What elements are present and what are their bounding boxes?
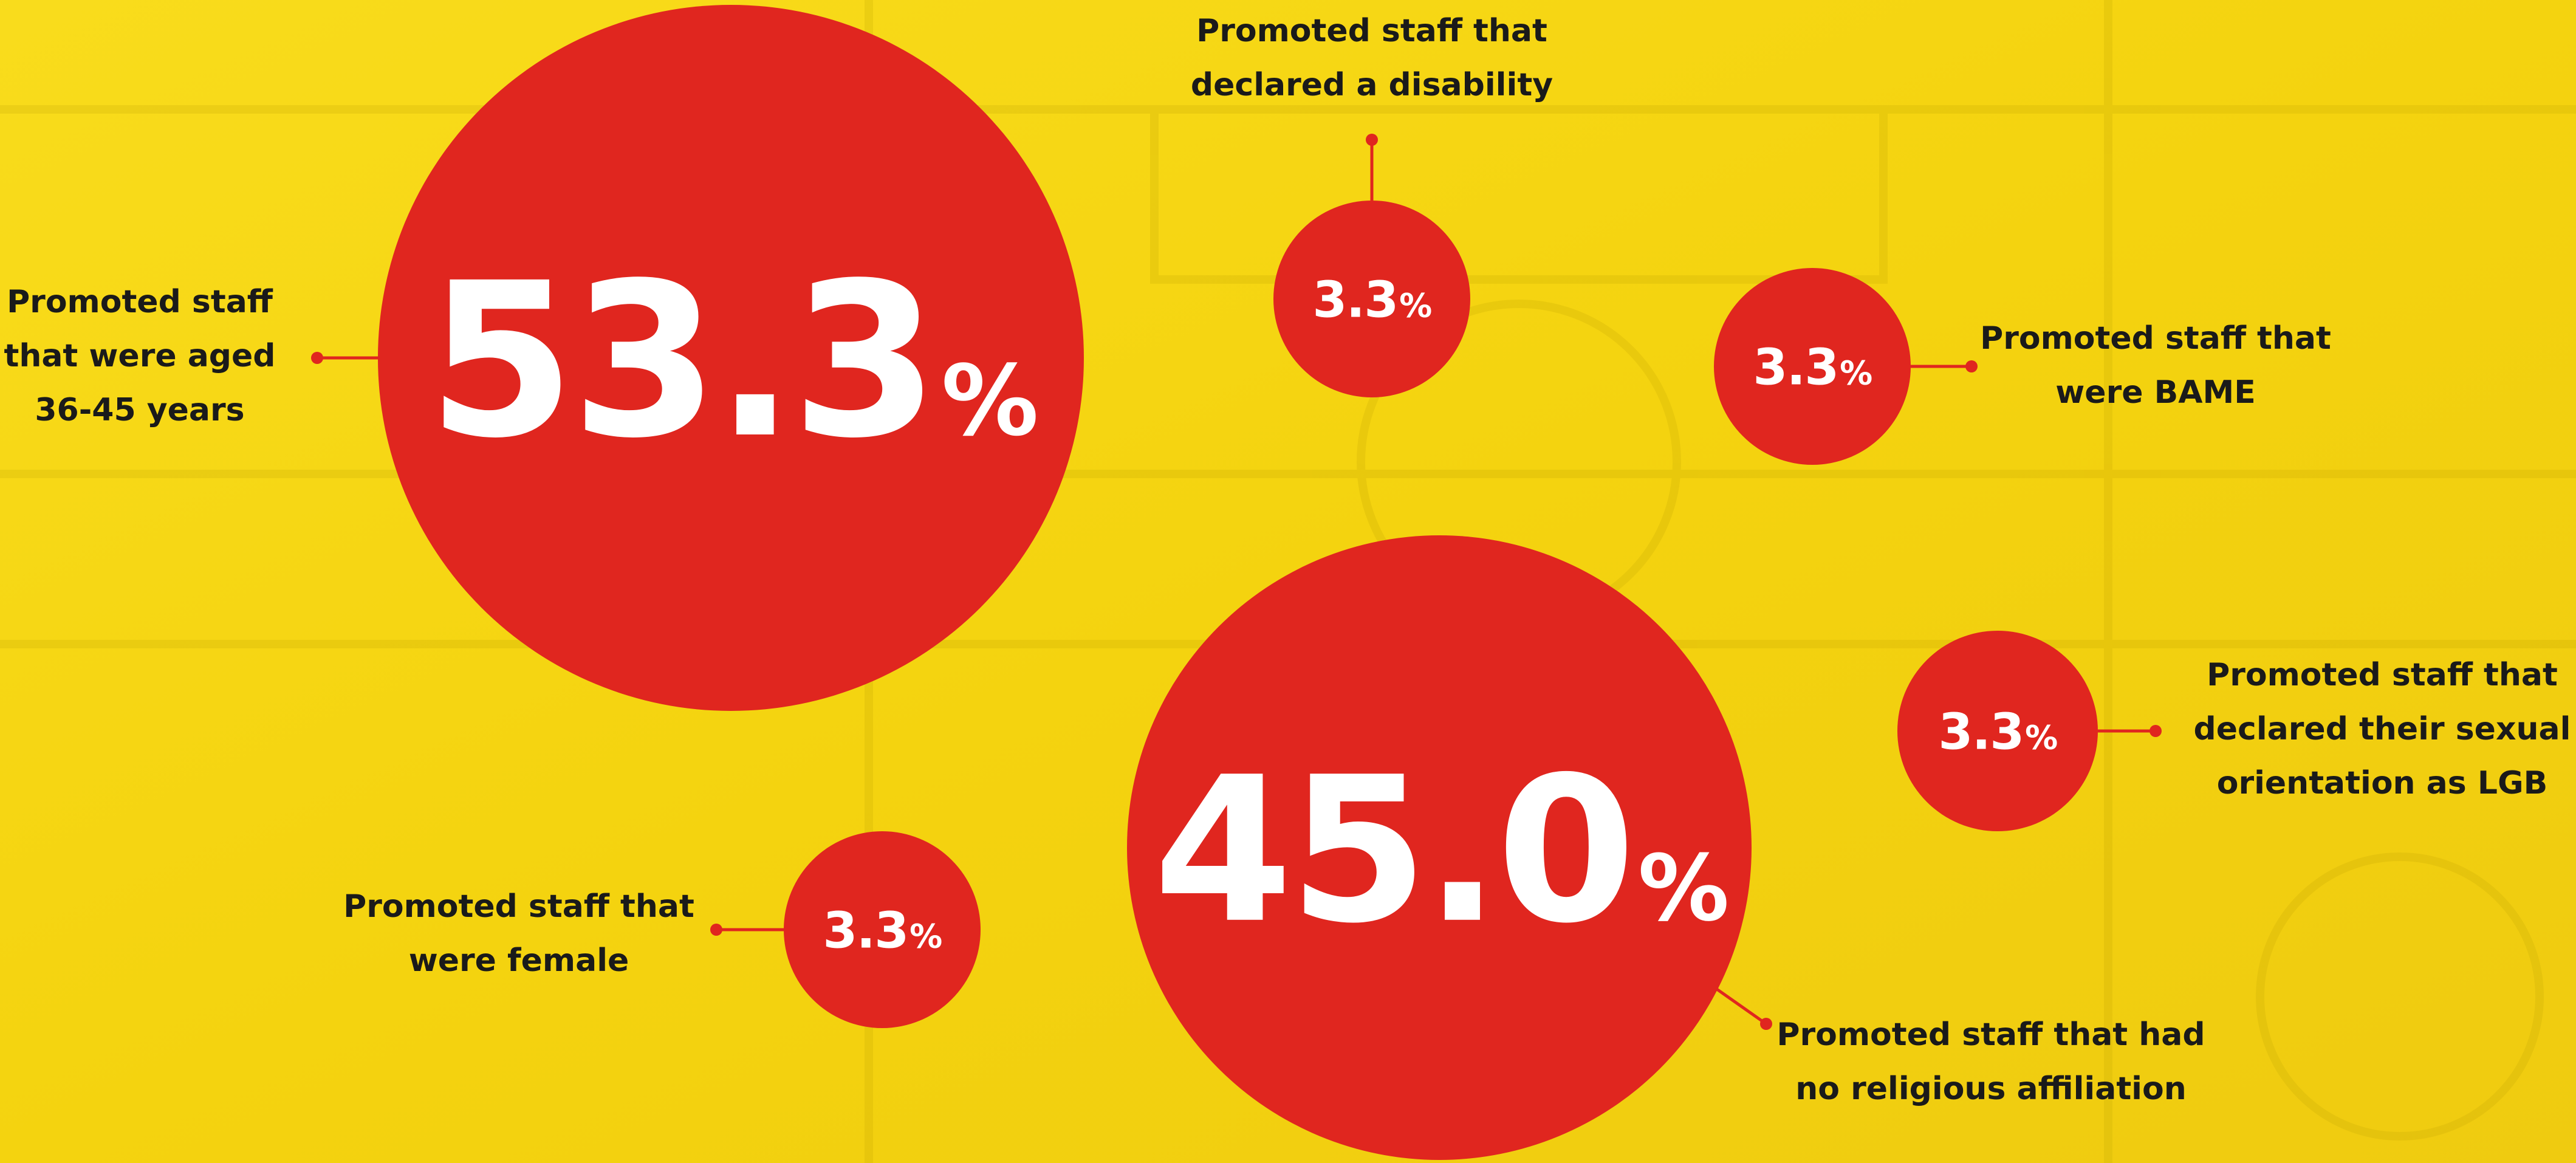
stat-label: Promoted staff that had	[1776, 1017, 2205, 1053]
stat-label: declared their sexual	[2194, 711, 2571, 747]
stat-number: 45.0	[1153, 734, 1632, 967]
stat-unit: %	[2025, 719, 2057, 757]
stat-label: 36-45 years	[35, 392, 244, 428]
stat-unit: %	[909, 918, 942, 956]
connector-dot	[311, 352, 323, 364]
stat-label: that were aged	[4, 338, 275, 374]
stat-label: Promoted staff that	[1980, 320, 2331, 357]
stat-number: 3.3	[823, 902, 908, 960]
infographic: 53.3% Promoted staff that were aged 36-45 y…	[0, 0, 2576, 1163]
stat-label: were female	[409, 942, 629, 979]
stat-unit: %	[1638, 836, 1727, 942]
stat-label: orientation as LGB	[2217, 765, 2548, 801]
stat-number: 3.3	[1938, 704, 2023, 761]
page: 53.3% Promoted staff that were aged 36-45 y…	[0, 0, 2576, 1163]
stat-label: Promoted staff that	[2207, 657, 2558, 693]
stat-number: 3.3	[1753, 339, 1838, 397]
stat-bubble: 3.3% Promoted staff that declared their se…	[1897, 631, 2571, 831]
stat-label: declared a disability	[1191, 67, 1553, 103]
stat-label: were BAME	[2055, 374, 2255, 411]
stat-label: Promoted staff that	[343, 888, 694, 925]
stat-label: no religious affiliation	[1795, 1071, 2187, 1107]
connector-dot	[1366, 134, 1378, 146]
stat-unit: %	[1840, 354, 1872, 393]
stat-unit: %	[1399, 287, 1431, 325]
connector-dot	[2150, 725, 2162, 737]
stat-number: 53.3	[427, 237, 935, 485]
connector-dot	[1965, 360, 1978, 372]
stat-unit: %	[941, 344, 1036, 458]
stat-label: Promoted staff	[7, 284, 273, 320]
connector-dot	[710, 924, 722, 936]
stat-label: Promoted staff that	[1196, 13, 1547, 49]
stat-number: 3.3	[1312, 272, 1397, 329]
connector-dot	[1760, 1018, 1772, 1030]
